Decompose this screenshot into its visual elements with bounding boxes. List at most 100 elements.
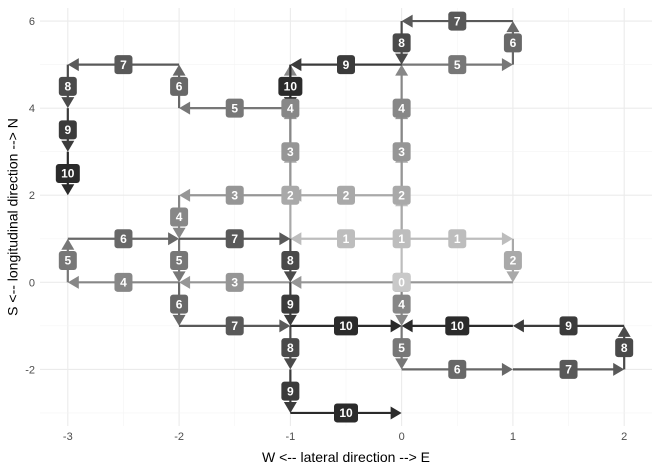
step-label-5: 5	[225, 98, 244, 118]
arrowhead-step-5	[61, 238, 75, 250]
step-label-text: 5	[64, 254, 71, 268]
step-label-text: 6	[176, 80, 183, 94]
y-tick-label: 4	[29, 103, 35, 115]
step-label-box	[225, 272, 244, 292]
step-label-text: 4	[398, 297, 405, 311]
arrowhead-step-6	[172, 314, 186, 326]
step-label-box	[170, 76, 189, 96]
arrowhead-step-4	[67, 275, 79, 289]
step-label-8: 8	[281, 338, 300, 358]
step-label-box	[392, 229, 411, 249]
y-tick-label: 0	[29, 277, 35, 289]
step-label-text: 6	[176, 297, 183, 311]
arrowhead-step-10	[390, 406, 402, 420]
arrowhead-step-4	[395, 314, 409, 326]
step-label-4: 4	[392, 294, 411, 314]
step-label-box	[170, 207, 189, 227]
step-label-text: 9	[565, 319, 572, 333]
arrowhead-step-8	[61, 97, 75, 109]
arrowhead-step-7	[279, 232, 291, 246]
arrowhead-step-8	[617, 325, 631, 337]
step-label-box	[448, 55, 467, 75]
step-label-box	[503, 33, 522, 53]
step-label-box	[392, 294, 411, 314]
arrowhead-step-5	[179, 101, 191, 115]
step-label-text: 2	[343, 188, 350, 202]
step-label-2: 2	[392, 185, 411, 205]
step-label-text: 7	[231, 319, 238, 333]
step-label-text: 8	[287, 341, 294, 355]
step-label-10: 10	[334, 403, 358, 423]
step-label-text: 9	[64, 123, 71, 137]
step-label-1: 1	[337, 229, 355, 249]
step-label-box	[392, 142, 411, 162]
step-label-text: 9	[287, 297, 294, 311]
step-label-text: 3	[231, 188, 238, 202]
arrowhead-step-6	[506, 21, 520, 33]
step-label-text: 7	[231, 232, 238, 246]
step-label-box	[58, 251, 77, 271]
step-label-text: 1	[454, 232, 461, 246]
step-label-text: 10	[451, 319, 465, 333]
x-tick-label: -2	[174, 431, 184, 443]
step-label-4: 4	[281, 98, 300, 118]
step-label-4: 4	[114, 272, 133, 292]
x-tick-label: 2	[621, 431, 627, 443]
step-label-box	[58, 76, 77, 96]
y-axis-title: S <-- longitudinal direction --> N	[5, 118, 21, 316]
arrowhead-step-5	[501, 58, 513, 72]
step-label-5: 5	[392, 338, 411, 358]
origin-label-box	[392, 272, 411, 292]
axis-ticks: -3 -2 -1 0 1 2 -2 0 2 4 6	[25, 16, 627, 443]
step-label-10: 10	[334, 316, 358, 336]
arrowhead-step-3	[290, 275, 302, 289]
step-label-text: 5	[231, 101, 238, 115]
arrowhead-step-3	[179, 188, 191, 202]
step-label-9: 9	[281, 381, 300, 401]
step-label-text: 5	[454, 58, 461, 72]
step-label-1: 1	[392, 229, 411, 249]
step-label-box	[392, 33, 411, 53]
step-label-text: 4	[176, 210, 183, 224]
arrowhead-step-10	[61, 184, 75, 196]
step-label-text: 2	[398, 188, 405, 202]
step-label-text: 10	[61, 167, 75, 181]
arrowhead-step-6	[501, 362, 513, 376]
step-label-text: 3	[287, 145, 294, 159]
step-label-box	[114, 55, 133, 75]
step-label-text: 7	[565, 363, 572, 377]
x-tick-label: 1	[510, 431, 516, 443]
step-label-text: 10	[284, 80, 298, 94]
step-label-6: 6	[170, 76, 189, 96]
arrowhead-step-5	[172, 271, 186, 283]
step-label-text: 10	[339, 406, 353, 420]
x-axis-title: W <-- lateral direction --> E	[262, 449, 430, 465]
step-label-2: 2	[281, 185, 300, 205]
arrowhead-step-9	[283, 314, 297, 326]
arrowhead-step-4	[395, 64, 409, 76]
step-label-box	[225, 316, 244, 336]
arrowhead-step-7	[67, 58, 79, 72]
step-label-box	[281, 381, 300, 401]
step-label-2: 2	[337, 185, 355, 205]
step-label-box	[448, 359, 467, 379]
step-label-7: 7	[225, 229, 244, 249]
step-label-9: 9	[58, 120, 77, 140]
arrowhead-step-5	[395, 358, 409, 370]
step-label-box	[114, 229, 133, 249]
step-label-box	[225, 98, 244, 118]
step-label-text: 4	[287, 101, 294, 115]
step-label-box	[58, 120, 77, 140]
step-label-5: 5	[170, 251, 189, 271]
origin-label-text: 0	[398, 276, 405, 290]
step-label-box	[337, 229, 355, 249]
step-label-text: 8	[398, 36, 405, 50]
step-label-box	[559, 359, 578, 379]
step-label-text: 3	[398, 145, 405, 159]
step-label-text: 5	[176, 254, 183, 268]
arrowhead-step-8	[283, 358, 297, 370]
step-label-6: 6	[448, 359, 467, 379]
arrowhead-step-6	[168, 232, 180, 246]
